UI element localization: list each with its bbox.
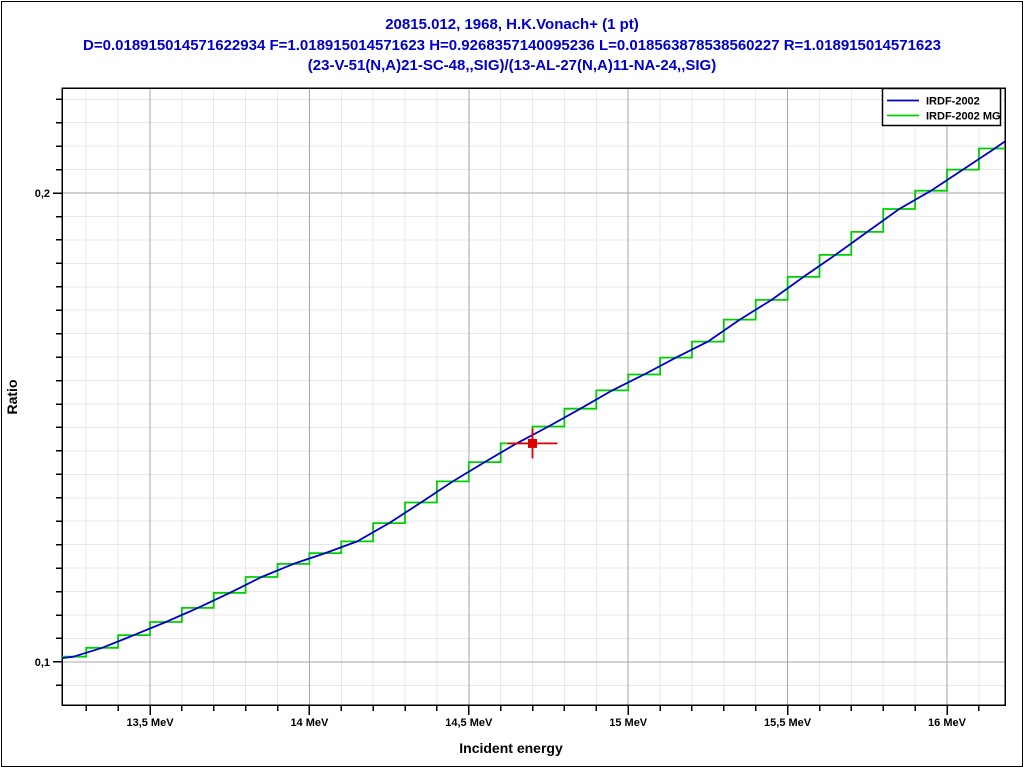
series-line-irdf2002 [61,140,1006,659]
chart-title: 20815.012, 1968, H.K.Vonach+ (1 pt) [385,16,639,33]
gridlines [62,88,1005,705]
legend-label-irdf2002: IRDF-2002 [926,96,980,108]
x-tick-label: 15,5 MeV [764,717,812,729]
chart-metrics-line: D=0.018915014571622934 F=1.0189150145716… [83,37,941,54]
x-tick-label: 13,5 MeV [126,717,174,729]
x-tick-label: 14 MeV [290,717,329,729]
data-point-group [507,428,558,459]
legend-label-irdf2002-mg: IRDF-2002 MG [926,111,1001,123]
series [61,140,1006,659]
data-point-marker [528,438,537,448]
y-tick-label: 0,1 [35,657,50,669]
y-axis-title: Ratio [4,380,20,415]
legend-box [881,87,1002,127]
chart-reaction-line: (23-V-51(N,A)21-SC-48,,SIG)/(13-AL-27(N,… [308,57,716,74]
plot-border [61,87,1006,706]
x-tick-label: 15 MeV [609,717,648,729]
x-tick-label: 14,5 MeV [445,717,493,729]
axes: 13,5 MeV 14 MeV 14,5 MeV 15 MeV 15,5 MeV 16 M… [35,87,1006,729]
x-tick-label: 16 MeV [928,717,967,729]
y-tick-label: 0,2 [35,188,50,200]
series-step-irdf2002-mg [62,147,1005,658]
x-axis-title: Incident energy [459,740,563,756]
legend: IRDF-2002 IRDF-2002 MG [881,87,1002,127]
